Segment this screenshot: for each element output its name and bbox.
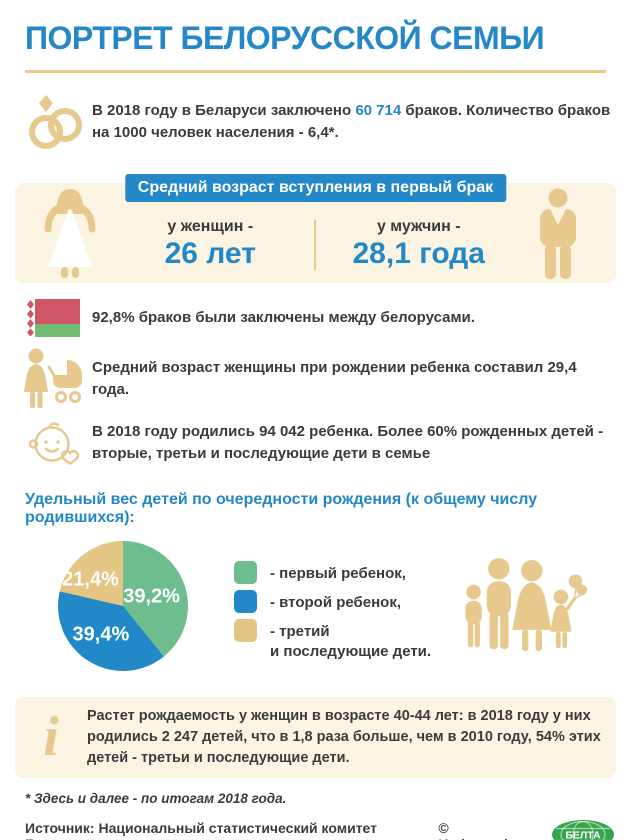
marriage-fact-row: В 2018 году в Беларуси заключено 60 714 …: [20, 91, 611, 153]
belarusians-fact-row: 92,8% браков были заключены между белору…: [20, 299, 611, 337]
chart-legend: - первый ребенок, - второй ребенок, - тр…: [234, 561, 431, 667]
belta-logo: БЕЛТА: [551, 819, 615, 840]
mother-age-fact-row: Средний возраст женщины при рождении реб…: [20, 347, 611, 411]
pie-label-third-child: 21,4%: [62, 568, 119, 591]
belarusians-fact-text: 92,8% браков были заключены между белору…: [92, 309, 475, 327]
legend-label: - первый ребенок,: [270, 565, 406, 582]
belarus-flag-icon: [20, 299, 86, 337]
copyright: © Инфографика БЕЛТА: [438, 819, 615, 840]
women-age-column: у женщин - 26 лет: [107, 196, 314, 271]
footer: Источник: Национальный статистический ко…: [25, 819, 615, 840]
mother-stroller-icon: [20, 347, 86, 411]
source-text: Источник: Национальный статистический ко…: [25, 820, 378, 840]
legend-swatch-green: [234, 561, 257, 584]
legend-swatch-tan: [234, 619, 257, 642]
women-age-value: 26 лет: [164, 236, 256, 270]
legend-item-second-child: - второй ребенок,: [234, 590, 431, 613]
groom-icon: [522, 187, 594, 285]
info-note-box: i Растет рождаемость у женщин в возрасте…: [15, 697, 616, 779]
women-age-label: у женщин -: [167, 217, 254, 235]
wedding-rings-icon: [20, 91, 86, 153]
men-age-column: у мужчин - 28,1 года: [316, 196, 523, 271]
age-divider: [313, 220, 316, 270]
pie-label-second-child: 39,4%: [72, 623, 130, 646]
family-icon: [461, 557, 589, 665]
page-title: ПОРТРЕТ БЕЛОРУССКОЙ СЕМЬИ: [25, 20, 545, 56]
pie-chart: 39,2% 39,4% 21,4%: [58, 541, 188, 671]
age-box-header: Средний возраст вступления в первый брак: [124, 174, 507, 202]
bride-icon: [33, 187, 107, 284]
footnote: * Здесь и далее - по итогам 2018 года.: [25, 791, 287, 807]
men-age-value: 28,1 года: [352, 236, 485, 270]
divider-line: [25, 70, 606, 73]
belta-logo-text: БЕЛТА: [565, 830, 601, 840]
mother-age-fact-text: Средний возраст женщины при рождении реб…: [92, 359, 577, 398]
legend-label: - третий и последующие дети.: [270, 623, 432, 660]
info-note-text: Растет рождаемость у женщин в возрасте 4…: [87, 708, 601, 767]
marriage-age-box: Средний возраст вступления в первый брак…: [15, 174, 616, 285]
legend-label: - второй ребенок,: [270, 594, 402, 611]
marriage-fact-before: В 2018 году в Беларуси заключено: [92, 102, 356, 120]
marriage-fact-text: В 2018 году в Беларуси заключено 60 714 …: [92, 100, 611, 144]
births-fact-text: В 2018 году родились 94 042 ребенка. Бол…: [92, 423, 604, 462]
legend-item-first-child: - первый ребенок,: [234, 561, 431, 584]
births-fact-row: В 2018 году родились 94 042 ребенка. Бол…: [20, 417, 611, 469]
copyright-text: © Инфографика: [438, 820, 535, 840]
info-icon: i: [43, 705, 59, 768]
marriage-fact-after: браков. Количество браков на 1000 челове…: [92, 102, 611, 141]
pie-label-first-child: 39,2%: [123, 585, 180, 608]
baby-face-icon: [20, 417, 86, 469]
marriage-count-value: 60 714: [355, 102, 402, 120]
legend-swatch-blue: [234, 590, 257, 613]
chart-section: 39,2% 39,4% 21,4% - первый ребенок, - вт…: [0, 541, 631, 671]
chart-title: Удельный вес детей по очередности рожден…: [25, 491, 538, 526]
legend-item-third-child: - третий и последующие дети.: [234, 619, 431, 661]
men-age-label: у мужчин -: [376, 217, 461, 235]
